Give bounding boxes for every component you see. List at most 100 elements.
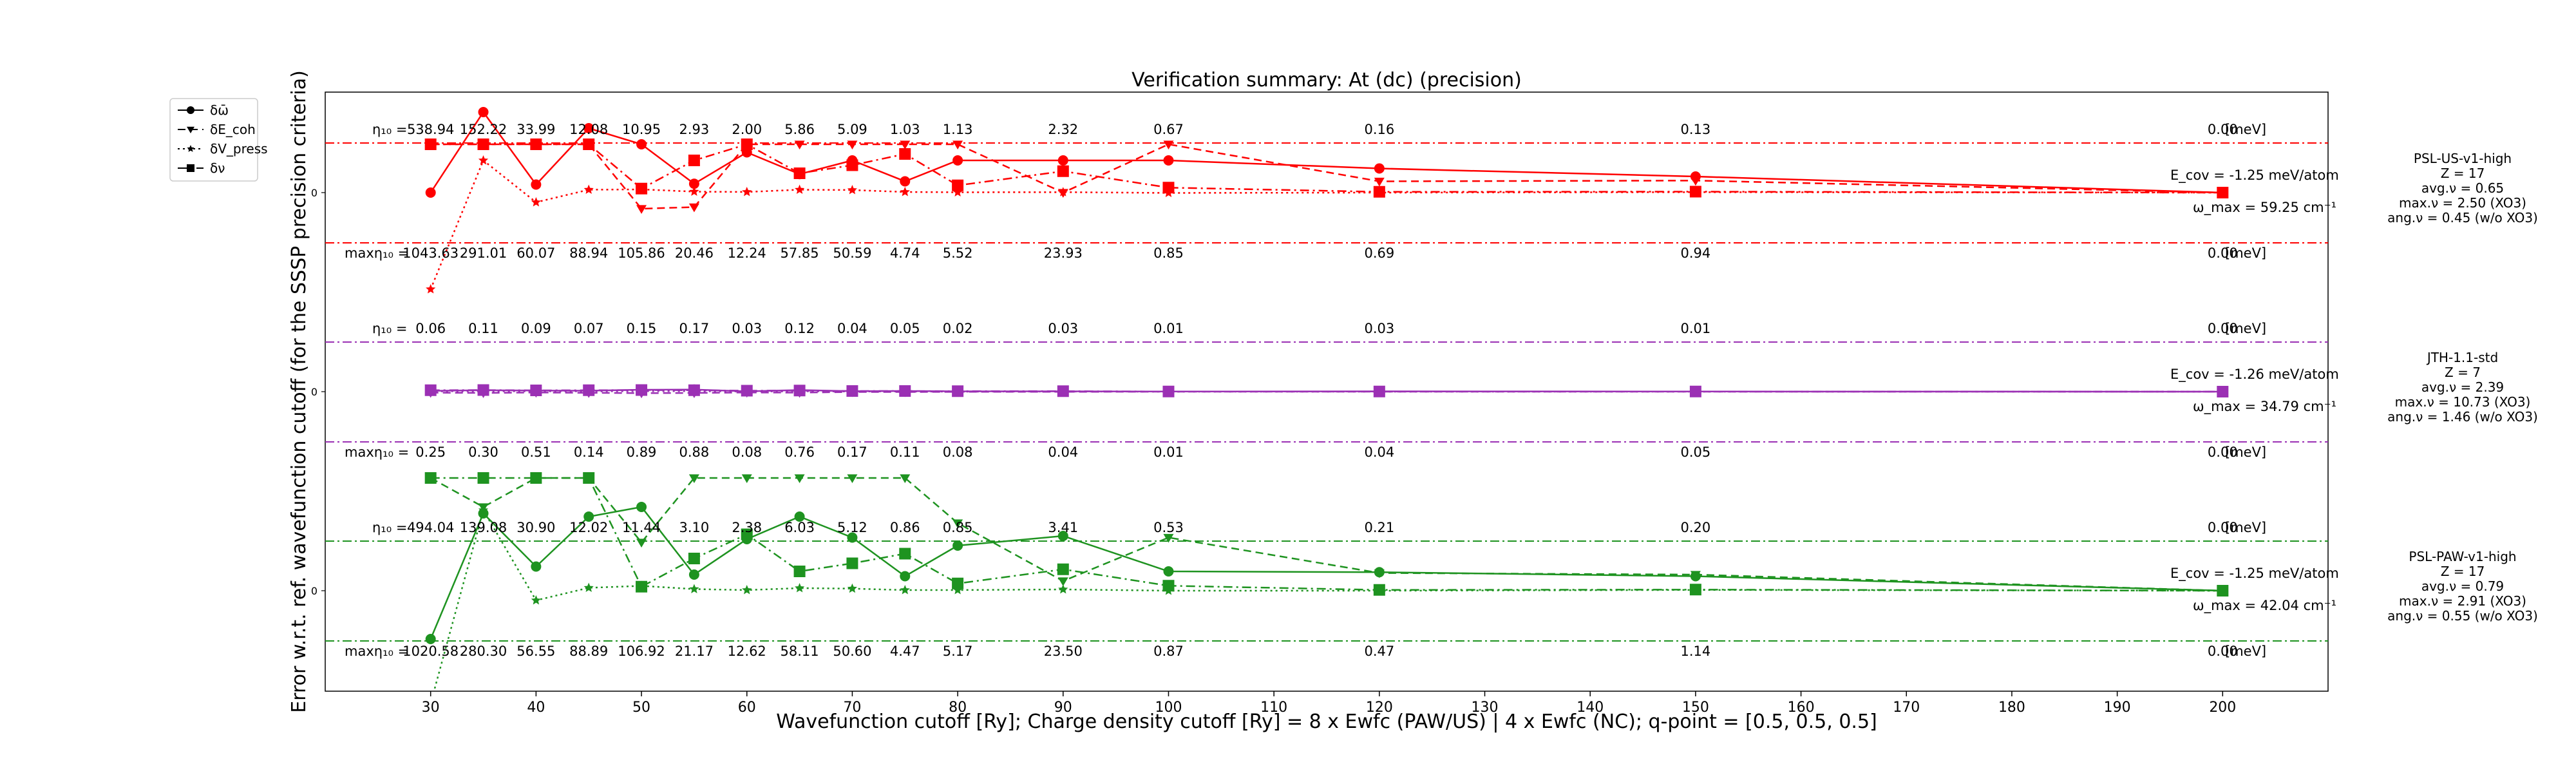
data-point: [531, 197, 541, 207]
eta-value: 0.00: [2208, 122, 2238, 137]
data-point: [636, 580, 648, 593]
panel-jth-1-1-std: 0 η₁₀ = maxη₁₀ = 0.06 0.11 0.09 0.07 0.15 0.17 0.…: [311, 321, 2538, 460]
data-point: [531, 179, 542, 190]
data-point: [846, 557, 858, 569]
y-zero-tick-label: 0: [311, 187, 317, 199]
max-eta-value: 58.11: [781, 644, 819, 659]
panels: 0 η₁₀ = maxη₁₀ = 538.94 152.22 33.99 12.08 10.9…: [311, 107, 2538, 691]
data-point: [636, 384, 648, 396]
data-point: [1163, 566, 1174, 577]
data-point: [900, 571, 911, 582]
eta-value: 0.67: [1153, 122, 1184, 137]
max-eta-value: 0.08: [943, 444, 973, 460]
data-point: [636, 205, 647, 214]
eta-value: 0.00: [2208, 321, 2238, 336]
data-point: [688, 474, 699, 483]
max-eta-unit: [meV]: [2225, 444, 2266, 460]
data-point: [688, 569, 699, 580]
eta-label: η₁₀ =: [372, 122, 407, 137]
data-point: [952, 385, 964, 397]
data-point: [689, 584, 699, 593]
eta-unit: [meV]: [2225, 520, 2266, 535]
data-point: [1373, 186, 1385, 198]
max-eta-value: 280.30: [460, 644, 507, 659]
legend-label: δE_coh: [210, 122, 256, 137]
x-tick-label: 130: [1472, 700, 1499, 716]
eta-value: 5.09: [837, 122, 867, 137]
y-zero-tick-label: 0: [311, 386, 317, 398]
max-eta-value: 5.52: [943, 245, 973, 261]
series-line: [430, 477, 2223, 592]
panel-info-line: avg.ν = 0.79: [2421, 578, 2504, 594]
max-eta-value: 0.47: [1364, 644, 1394, 659]
data-point: [741, 138, 753, 150]
data-point: [1373, 584, 1385, 596]
eta-value: 0.13: [1681, 122, 1711, 137]
panel-info-line: ang.ν = 1.46 (w/o XO3): [2387, 409, 2538, 425]
max-eta-value: 23.93: [1044, 245, 1083, 261]
data-point: [2217, 187, 2229, 198]
data-point: [1057, 385, 1069, 397]
max-eta-value: 0.25: [415, 444, 446, 460]
legend-label: δω̄: [210, 102, 229, 118]
data-point: [899, 385, 911, 397]
eta-value: 0.01: [1681, 321, 1711, 336]
data-point: [1057, 577, 1068, 586]
data-point: [478, 107, 489, 117]
x-tick-label: 200: [2209, 700, 2236, 716]
data-point: [952, 179, 964, 191]
max-eta-value: 1043.63: [402, 245, 459, 261]
ecov-label: E_cov = -1.26 meV/atom: [2170, 367, 2339, 383]
max-eta-value: 5.17: [943, 644, 973, 659]
data-point: [688, 384, 700, 396]
legend-label: δV_press: [210, 141, 268, 157]
data-point: [899, 548, 911, 560]
data-point: [847, 185, 857, 195]
data-point: [900, 585, 910, 595]
data-point: [636, 502, 647, 512]
data-point: [531, 595, 541, 605]
eta-value: 0.00: [2208, 520, 2238, 535]
max-eta-value: 0.00: [2208, 245, 2238, 261]
eta-value: 0.15: [627, 321, 657, 336]
x-tick-label: 110: [1260, 700, 1287, 716]
eta-value: 2.93: [679, 122, 710, 137]
max-eta-value: 4.74: [890, 245, 920, 261]
data-point: [847, 140, 858, 149]
data-point: [900, 176, 911, 187]
panel-psl-us-v1-high: 0 η₁₀ = maxη₁₀ = 538.94 152.22 33.99 12.08 10.9…: [311, 107, 2538, 294]
data-point: [1689, 584, 1701, 596]
eta-value: 0.09: [521, 321, 551, 336]
max-eta-value: 0.30: [468, 444, 498, 460]
data-point: [742, 187, 752, 196]
eta-value: 0.01: [1153, 321, 1184, 336]
max-eta-value: 0.69: [1364, 245, 1394, 261]
data-point: [688, 178, 699, 189]
chart-title: Verification summary: At (dc) (precision…: [1132, 69, 1522, 91]
data-point: [531, 561, 542, 572]
x-tick-label: 90: [1054, 700, 1072, 716]
eta-value: 0.85: [943, 520, 973, 535]
eta-value: 494.04: [407, 520, 454, 535]
max-eta-label: maxη₁₀ =: [345, 644, 409, 659]
eta-value: 0.05: [890, 321, 920, 336]
eta-value: 0.53: [1153, 520, 1184, 535]
max-eta-value: 0.85: [1153, 245, 1184, 261]
max-eta-value: 0.14: [574, 444, 604, 460]
panel-info-line: JTH-1.1-std: [2426, 350, 2498, 365]
data-point: [583, 511, 594, 522]
legend: δω̄ δE_coh δV_press δν: [169, 98, 268, 182]
data-point: [636, 182, 648, 195]
eta-value: 12.02: [569, 520, 608, 535]
data-point: [426, 284, 436, 294]
omega-max-label: ω_max = 42.04 cm⁻¹: [2193, 598, 2336, 614]
data-point: [742, 585, 752, 595]
max-eta-unit: [meV]: [2225, 644, 2266, 659]
max-eta-value: 1.14: [1681, 644, 1711, 659]
data-point: [900, 187, 910, 196]
data-point: [793, 385, 806, 397]
eta-value: 0.03: [1364, 321, 1394, 336]
max-eta-value: 0.88: [679, 444, 710, 460]
max-eta-value: 0.00: [2208, 444, 2238, 460]
